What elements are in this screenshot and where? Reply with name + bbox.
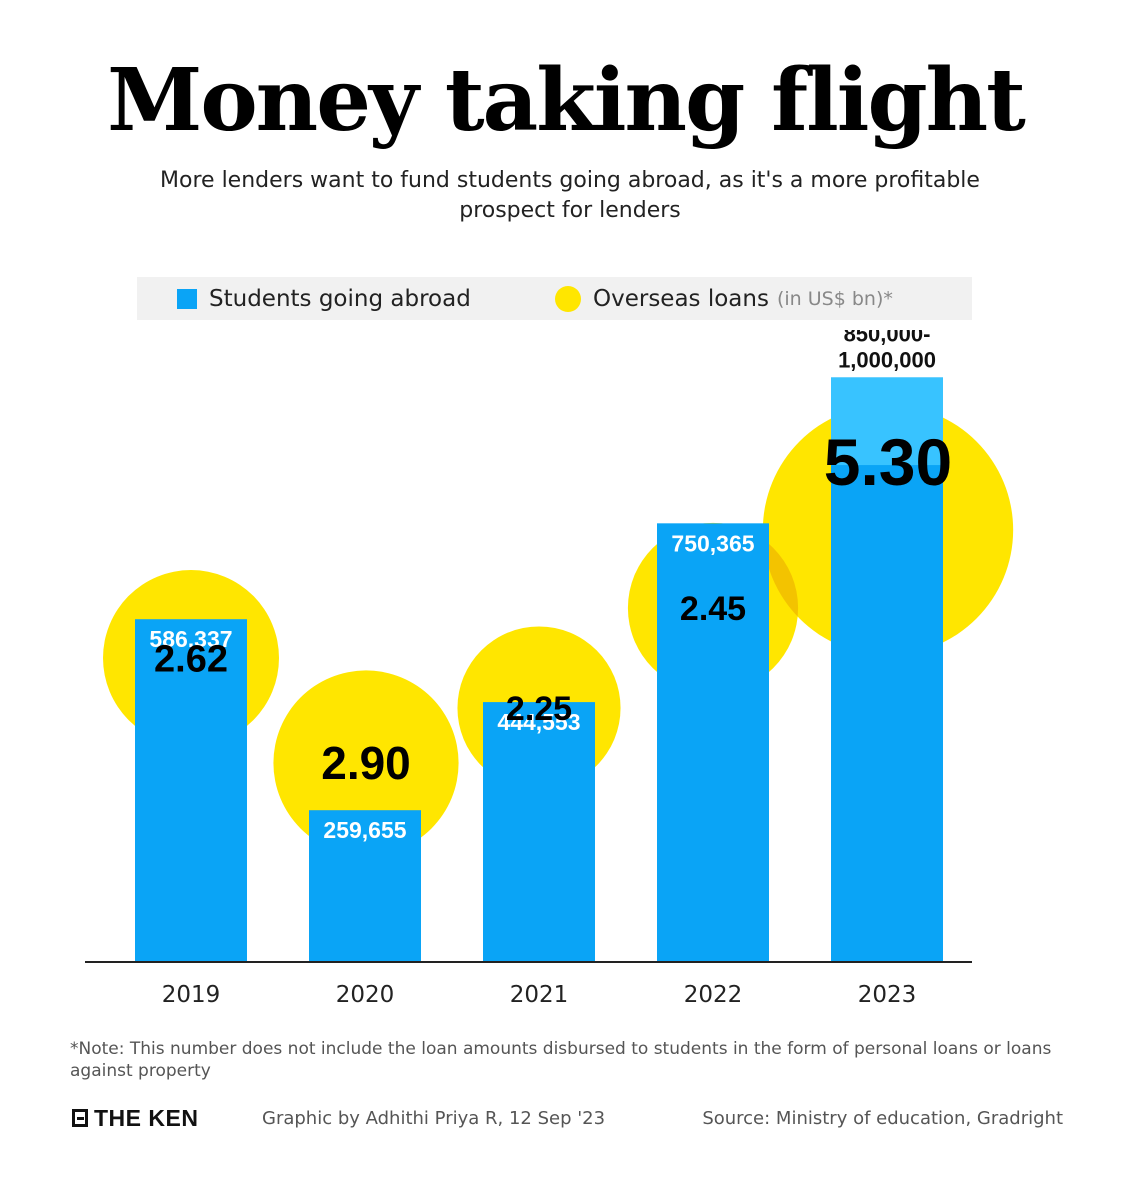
bubble-value-label-2020: 2.90 <box>321 737 411 789</box>
legend-item-students: Students going abroad <box>177 277 471 320</box>
legend-loans-label: Overseas loans <box>593 285 769 312</box>
bar-layer <box>85 377 972 963</box>
student-bar-2019 <box>135 619 247 962</box>
student-bar-2020 <box>309 810 421 962</box>
ken-logo-icon <box>72 1109 88 1127</box>
legend-item-loans: Overseas loans (in US$ bn)* <box>555 277 893 320</box>
legend-loans-unit: (in US$ bn)* <box>776 287 893 310</box>
legend: Students going abroad Overseas loans (in… <box>137 277 972 320</box>
chart: 2019 2020 2021 2022 2023 586,337 259,655 444,55… <box>85 330 1014 1008</box>
legend-students-label: Students going abroad <box>209 285 471 312</box>
legend-square-icon <box>177 288 197 309</box>
legend-circle-icon <box>555 285 581 312</box>
bubble-value-label-2019: 2.62 <box>154 638 228 680</box>
bar-value-label-2022: 750,365 <box>671 530 754 556</box>
footnote: *Note: This number does not include the … <box>70 1039 1052 1081</box>
bar-value-label-2021: 444,553 <box>497 709 580 735</box>
data-source: Source: Ministry of education, Gradright <box>702 1107 1063 1129</box>
bubble-value-label-2021: 2.25 <box>506 690 572 728</box>
bar-value-label-2020: 259,655 <box>323 817 406 843</box>
x-tick-label-2022: 2022 <box>684 982 743 1008</box>
x-tick-label-2019: 2019 <box>162 982 221 1008</box>
x-tick-label-2021: 2021 <box>510 982 569 1008</box>
bar-value-label-2023-line1: 850,000- <box>844 330 931 346</box>
bar-value-label-2019: 586,337 <box>149 626 232 652</box>
x-tick-label-2023: 2023 <box>858 982 917 1008</box>
student-bar-range-2023 <box>831 377 943 466</box>
student-bar-2023 <box>831 377 943 962</box>
label-layer: 2019 2020 2021 2022 2023 586,337 259,655 444,55… <box>149 330 952 1008</box>
chart-title: Money taking flight <box>107 50 1026 151</box>
student-bar-2021 <box>483 702 595 962</box>
chart-subtitle: More lenders want to fund students going… <box>160 168 980 223</box>
bar-value-label-2023-line2: 1,000,000 <box>838 347 936 372</box>
graphic-credit: Graphic by Adhithi Priya R, 12 Sep '23 <box>262 1107 606 1129</box>
brand-logo: THE KEN <box>72 1103 198 1133</box>
brand-logo-text: THE KEN <box>94 1104 199 1131</box>
x-tick-label-2020: 2020 <box>336 982 395 1008</box>
bubble-value-label-2022: 2.45 <box>680 590 746 628</box>
student-bar-2022 <box>657 523 769 962</box>
bubble-value-label-2023: 5.30 <box>824 425 952 499</box>
loan-bubble-2020 <box>273 670 459 856</box>
